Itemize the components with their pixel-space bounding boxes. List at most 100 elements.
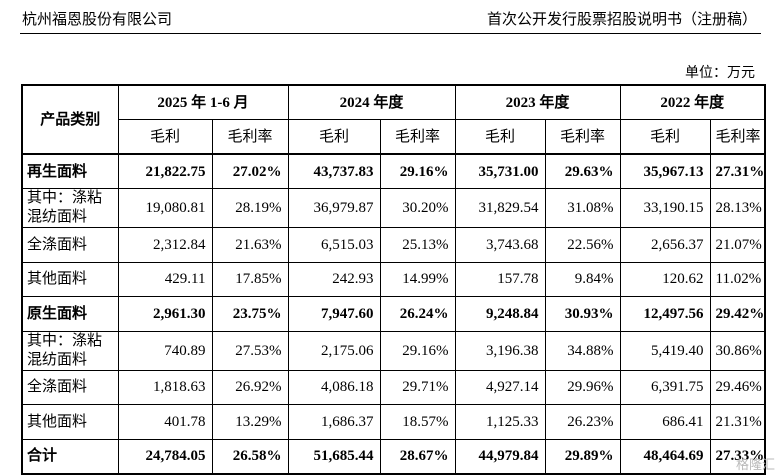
gross-margin-cell: 11.02%: [709, 261, 766, 297]
gross-profit-cell: 6,391.75: [619, 369, 711, 405]
period-header: 2025 年 1-6 月: [117, 84, 289, 120]
header-divider: [20, 33, 761, 34]
gross-profit-header: 毛利: [117, 119, 213, 155]
row-label: 全涤面料: [21, 369, 119, 405]
gross-profit-cell: 44,979.84: [454, 438, 546, 474]
gross-margin-cell: 30.20%: [379, 188, 456, 228]
row-label: 其他面料: [21, 261, 119, 297]
watermark-logo: 格隆汇: [735, 458, 775, 473]
gross-margin-cell: 9.84%: [544, 261, 621, 297]
gross-margin-cell: 30.86%: [709, 330, 766, 371]
table-row: 合计 24,784.05 26.58% 51,685.44 28.67% 44,979.8…: [21, 438, 766, 474]
gross-profit-cell: 43,737.83: [287, 153, 381, 189]
gross-margin-cell: 28.67%: [379, 438, 456, 474]
gross-profit-cell: 21,822.75: [117, 153, 213, 189]
table-row: 其中：涤粘混纺面料 740.89 27.53% 2,175.06 29.16% 3,196…: [21, 330, 766, 371]
row-label: 合计: [21, 438, 119, 474]
gross-margin-cell: 18.57%: [379, 404, 456, 440]
gross-profit-cell: 31,829.54: [454, 188, 546, 228]
gross-margin-cell: 29.63%: [544, 153, 621, 189]
gross-profit-cell: 51,685.44: [287, 438, 381, 474]
gross-margin-header: 毛利率: [211, 119, 289, 155]
gross-margin-cell: 27.31%: [709, 153, 766, 189]
unit-label: 单位：万元: [685, 65, 755, 81]
gross-margin-cell: 17.85%: [211, 261, 289, 297]
gross-profit-cell: 12,497.56: [619, 296, 711, 332]
gross-margin-cell: 29.96%: [544, 369, 621, 405]
gross-profit-cell: 1,686.37: [287, 404, 381, 440]
gross-margin-cell: 26.24%: [379, 296, 456, 332]
category-header: 产品类别: [21, 84, 119, 155]
document-title: 首次公开发行股票招股说明书（注册稿）: [486, 10, 757, 28]
gross-margin-cell: 13.29%: [211, 404, 289, 440]
table-row: 再生面料 21,822.75 27.02% 43,737.83 29.16% 35,731…: [21, 153, 766, 189]
gross-profit-cell: 1,818.63: [117, 369, 213, 405]
gross-margin-cell: 29.71%: [379, 369, 456, 405]
row-label: 全涤面料: [21, 227, 119, 263]
gross-margin-cell: 29.42%: [709, 296, 766, 332]
gross-margin-cell: 28.19%: [211, 188, 289, 228]
gross-margin-cell: 14.99%: [379, 261, 456, 297]
gross-profit-header: 毛利: [619, 119, 711, 155]
table-row: 全涤面料 1,818.63 26.92% 4,086.18 29.71% 4,927.14…: [21, 369, 766, 405]
gross-profit-cell: 686.41: [619, 404, 711, 440]
gross-profit-cell: 35,967.13: [619, 153, 711, 189]
gross-margin-cell: 21.07%: [709, 227, 766, 263]
row-label: 其中：涤粘混纺面料: [21, 330, 119, 371]
gross-profit-header: 毛利: [454, 119, 546, 155]
gross-margin-cell: 29.16%: [379, 153, 456, 189]
gross-margin-cell: 23.75%: [211, 296, 289, 332]
gross-profit-cell: 2,175.06: [287, 330, 381, 371]
gross-profit-cell: 33,190.15: [619, 188, 711, 228]
gross-margin-header: 毛利率: [709, 119, 766, 155]
gross-profit-cell: 120.62: [619, 261, 711, 297]
row-label: 原生面料: [21, 296, 119, 332]
gross-margin-header: 毛利率: [379, 119, 456, 155]
gross-margin-cell: 27.33%: [709, 438, 766, 474]
gross-profit-header: 毛利: [287, 119, 381, 155]
gross-profit-cell: 9,248.84: [454, 296, 546, 332]
gross-margin-cell: 26.58%: [211, 438, 289, 474]
gross-margin-cell: 28.13%: [709, 188, 766, 228]
gross-profit-cell: 5,419.40: [619, 330, 711, 371]
row-label: 其中：涤粘混纺面料: [21, 188, 119, 228]
gross-margin-cell: 34.88%: [544, 330, 621, 371]
gross-margin-header: 毛利率: [544, 119, 621, 155]
table-row: 其中：涤粘混纺面料 19,080.81 28.19% 36,979.87 30.20% 3…: [21, 188, 766, 228]
gross-profit-cell: 35,731.00: [454, 153, 546, 189]
gross-profit-cell: 242.93: [287, 261, 381, 297]
gross-profit-cell: 2,312.84: [117, 227, 213, 263]
period-header: 2023 年度: [454, 84, 621, 120]
gross-margin-cell: 26.92%: [211, 369, 289, 405]
gross-margin-cell: 26.23%: [544, 404, 621, 440]
gross-profit-cell: 157.78: [454, 261, 546, 297]
gross-margin-cell: 31.08%: [544, 188, 621, 228]
gross-margin-cell: 27.02%: [211, 153, 289, 189]
gross-profit-table: 产品类别 2025 年 1-6 月 2024 年度 2023 年度 2022 年…: [21, 84, 767, 475]
gross-profit-cell: 429.11: [117, 261, 213, 297]
gross-margin-cell: 29.89%: [544, 438, 621, 474]
gross-margin-cell: 30.93%: [544, 296, 621, 332]
gross-profit-cell: 36,979.87: [287, 188, 381, 228]
header-row-periods: 产品类别 2025 年 1-6 月 2024 年度 2023 年度 2022 年…: [21, 84, 766, 155]
gross-profit-cell: 2,961.30: [117, 296, 213, 332]
gross-margin-cell: 21.31%: [709, 404, 766, 440]
table-row: 全涤面料 2,312.84 21.63% 6,515.03 25.13% 3,743.68…: [21, 227, 766, 263]
gross-profit-cell: 3,196.38: [454, 330, 546, 371]
gross-profit-cell: 24,784.05: [117, 438, 213, 474]
gross-profit-cell: 3,743.68: [454, 227, 546, 263]
gross-profit-cell: 1,125.33: [454, 404, 546, 440]
row-label: 其他面料: [21, 404, 119, 440]
table-row: 其他面料 429.11 17.85% 242.93 14.99% 157.78 9.84% 1…: [21, 261, 766, 297]
gross-profit-cell: 401.78: [117, 404, 213, 440]
gross-profit-cell: 2,656.37: [619, 227, 711, 263]
gross-profit-cell: 740.89: [117, 330, 213, 371]
table-row: 原生面料 2,961.30 23.75% 7,947.60 26.24% 9,248.84…: [21, 296, 766, 332]
gross-profit-cell: 7,947.60: [287, 296, 381, 332]
gross-margin-cell: 29.46%: [709, 369, 766, 405]
gross-margin-cell: 29.16%: [379, 330, 456, 371]
gross-profit-cell: 4,927.14: [454, 369, 546, 405]
table-row: 其他面料 401.78 13.29% 1,686.37 18.57% 1,125.33 26…: [21, 404, 766, 440]
gross-margin-cell: 22.56%: [544, 227, 621, 263]
gross-profit-cell: 4,086.18: [287, 369, 381, 405]
